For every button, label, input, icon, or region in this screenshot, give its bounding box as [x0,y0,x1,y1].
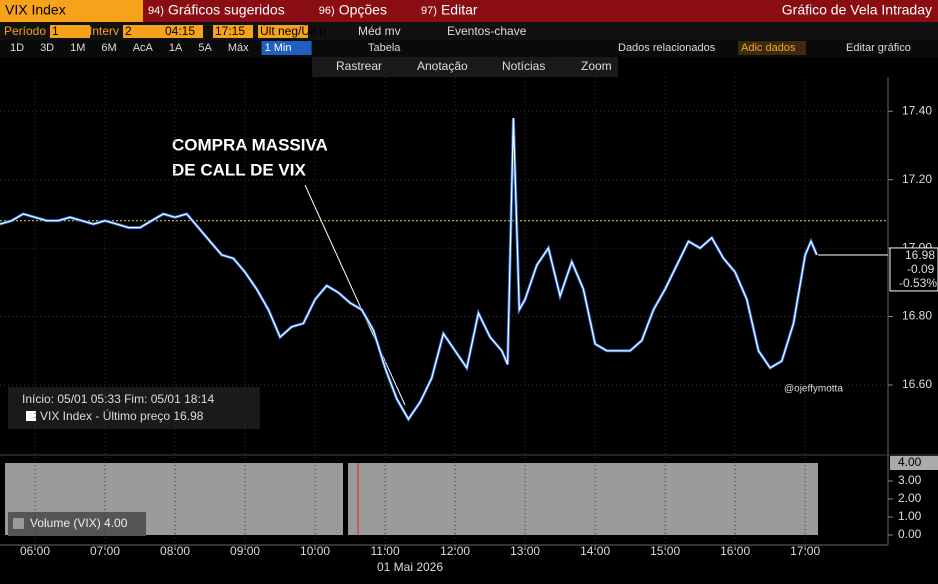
x-tick-label: 06:00 [20,544,50,558]
range-active[interactable]: 1 Min [265,42,292,54]
menu[interactable]: Editar [441,2,478,18]
range-button[interactable]: 3D [40,42,54,54]
range-button[interactable]: 1D [10,42,24,54]
input-box [258,25,308,38]
range-button[interactable]: Máx [228,42,249,54]
last-change: -0.09 [907,262,935,276]
edit-button[interactable]: Editar gráfico [846,42,911,54]
menu-number: 97) [421,5,437,17]
ticker[interactable]: VIX Index [5,2,66,18]
row2-interval_value[interactable]: 2 [125,24,132,38]
date-label: 01 Mai 2026 [377,560,443,574]
x-tick-label: 09:00 [230,544,260,558]
volume-last: 4.00 [898,455,922,469]
add-button[interactable]: Adic dados [741,42,796,54]
y-tick-label: 17.40 [902,103,932,117]
volume-gap [343,463,348,535]
x-tick-label: 16:00 [720,544,750,558]
range-button[interactable]: 5A [198,42,212,54]
volume-tick-label: 3.00 [898,473,922,487]
volume-tick-label: 2.00 [898,491,922,505]
legend-swatch [26,411,36,421]
last-value: 16.98 [905,248,935,262]
watermark: @ojeffymotta [784,384,843,395]
related-button[interactable]: Dados relacionados [618,42,716,54]
volume-swatch [13,518,24,529]
input-box [213,25,253,38]
last-pct: -0.53% [899,276,937,290]
volume-tick-label: 1.00 [898,509,922,523]
row2-period_label: Período [4,24,46,38]
table-button[interactable]: Tabela [368,42,401,54]
y-tick-label: 17.20 [902,172,932,186]
x-tick-label: 17:00 [790,544,820,558]
tool[interactable]: Anotação [417,59,468,73]
row3 [0,40,938,57]
legend-box [8,387,260,429]
tool[interactable]: Zoom [581,59,612,73]
x-tick-label: 14:00 [580,544,610,558]
annotation-1: COMPRA MASSIVA [172,135,328,154]
x-tick-label: 12:00 [440,544,470,558]
y-tick-label: 16.60 [902,377,932,391]
volume-last-box [890,456,938,470]
menu[interactable]: Gráficos sugeridos [168,2,285,18]
last-box [889,247,938,292]
legend-range: Início: 05/01 05:33 Fim: 05/01 18:14 [22,392,214,406]
menu[interactable]: Opções [339,2,387,18]
range-button[interactable]: 6M [101,42,116,54]
top-bar [0,0,938,22]
volume-tick-label: 0.00 [898,527,922,541]
x-tick-label: 07:00 [90,544,120,558]
row2-avg: Méd mv [358,24,401,38]
input-box [123,25,163,38]
active-box [261,41,312,55]
x-tick-label: 15:00 [650,544,680,558]
title: Gráfico de Vela Intraday [782,2,932,18]
price-line [0,118,818,421]
tool[interactable]: Notícias [502,59,545,73]
x-tick-label: 11:00 [371,544,400,558]
row2-start[interactable]: 04:15 [165,24,195,38]
x-tick-label: 13:00 [510,544,540,558]
ticker-box [0,0,143,22]
row2-end[interactable]: 17:15 [215,24,245,38]
x-tick-label: 08:00 [160,544,190,558]
input-box [50,25,90,38]
tool[interactable]: Rastrear [336,59,382,73]
tool-bar [312,57,618,77]
menu-number: 96) [319,5,335,17]
range-button[interactable]: 1A [169,42,183,54]
annotation-2: DE CALL DE VIX [172,160,306,179]
menu-number: 94) [148,5,164,17]
annotation-arrow [304,184,406,406]
row2-events: Eventos-chave [447,24,527,38]
axis-bg [888,77,938,579]
volume-label: Volume (VIX) 4.00 [30,516,128,530]
volume-legend [8,512,146,536]
range-button[interactable]: AcA [133,42,154,54]
row2-interval_label: Interv [89,24,119,38]
add-box [738,41,806,55]
range-button[interactable]: 1M [70,42,85,54]
x-tick-label: 10:00 [300,544,330,558]
row2-period_value[interactable]: 1 [52,24,59,38]
legend-series: VIX Index - Último preço 16.98 [40,408,204,423]
y-tick-label: 16.80 [902,309,932,323]
price-line-shadow [0,118,819,423]
input-box [163,25,203,38]
row2-field[interactable]: Últ neg/Últ p [260,23,326,38]
